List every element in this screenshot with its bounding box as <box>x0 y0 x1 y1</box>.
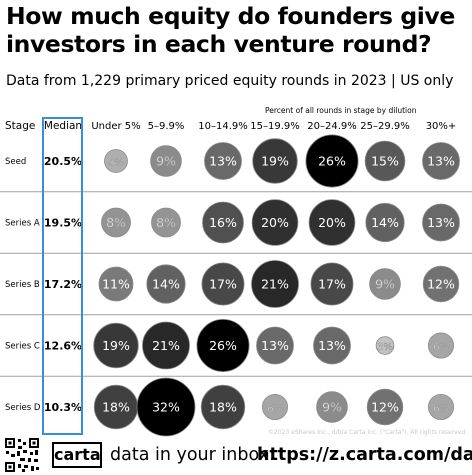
bubble <box>142 321 190 370</box>
bubble-label: 5% <box>108 158 124 169</box>
bubble <box>366 388 404 426</box>
median-value: 19.5% <box>44 217 82 230</box>
column-header: 20–24.9% <box>307 121 357 132</box>
bubble-label: 9% <box>156 154 176 169</box>
bubble-label: 19% <box>102 338 130 353</box>
copyright-notice: ©2023 eShares Inc., d/b/a Carta Inc. ("C… <box>268 429 468 436</box>
column-header: 25–29.9% <box>360 121 410 132</box>
median-value: 20.5% <box>44 155 82 168</box>
column-header: 5–9.9% <box>148 121 185 132</box>
bubble <box>261 393 288 420</box>
bubble-label: 12% <box>371 400 399 415</box>
carta-logo: carta <box>52 442 102 468</box>
bubble-label: 15% <box>371 154 399 169</box>
bubble <box>98 266 134 302</box>
bubble-label: 17% <box>209 277 237 292</box>
bubble-label: 26% <box>209 338 237 353</box>
bubble <box>252 138 298 184</box>
column-header: 10–14.9% <box>198 121 248 132</box>
bubble <box>150 145 182 177</box>
bubble <box>427 393 454 420</box>
bubble <box>251 199 299 246</box>
bubble <box>422 203 460 242</box>
bubble-label: 12% <box>427 277 455 292</box>
bubble-label: 14% <box>371 215 399 230</box>
bubble-label: 13% <box>427 215 455 230</box>
bubble <box>316 391 348 423</box>
median-value: 10.3% <box>44 401 82 414</box>
bubble-label: 9% <box>375 277 395 292</box>
bubble-label: 20% <box>318 215 346 230</box>
bubble <box>369 268 401 300</box>
bubble-label: 17% <box>318 277 346 292</box>
stage-label: Series A <box>5 219 40 229</box>
bubble <box>200 384 246 430</box>
stage-header: Stage <box>5 120 35 132</box>
bubble <box>422 142 460 180</box>
bubble <box>364 140 406 182</box>
stage-label: Series D <box>5 403 41 413</box>
median-value: 17.2% <box>44 278 82 291</box>
bubble-label: 9% <box>322 400 342 415</box>
column-header: 15–19.9% <box>250 121 300 132</box>
bubble-label: 6% <box>267 404 283 415</box>
bubble <box>310 262 354 306</box>
bubble <box>305 134 359 188</box>
bubble-label: 3% <box>377 342 393 353</box>
column-header: 30%+ <box>426 121 457 132</box>
bubble <box>427 332 454 359</box>
bubble-label: 6% <box>433 342 449 353</box>
median-column-highlight <box>42 117 83 435</box>
dilution-bubble-chart: Stage Median Under 5% 5–9.9% 10–14.9% 15–19.9… <box>0 120 472 437</box>
page-subtitle: Data from 1,229 primary priced equity ro… <box>6 73 454 89</box>
stage-label: Seed <box>5 157 26 167</box>
bubble <box>256 326 294 365</box>
bubble-label: 13% <box>261 338 289 353</box>
median-header: Median <box>44 120 82 132</box>
bubble <box>251 260 299 308</box>
bubble-label: 6% <box>433 404 449 415</box>
bubble-label: 21% <box>261 277 289 292</box>
qr-code-icon[interactable] <box>4 437 40 473</box>
bubble <box>201 262 245 306</box>
median-value: 12.6% <box>44 340 82 353</box>
bubble-label: 18% <box>209 400 237 415</box>
bubble-label: 19% <box>261 154 289 169</box>
bubble <box>204 142 242 180</box>
bubble <box>136 377 196 437</box>
bubble <box>151 207 181 238</box>
bubble-label: 26% <box>318 154 346 169</box>
bubble <box>202 201 244 244</box>
stage-label: Series C <box>5 342 40 352</box>
footer-bar: carta data in your inbox: https://z.cart… <box>0 437 472 475</box>
stage-label: Series B <box>5 280 40 290</box>
bubble-label: 16% <box>209 215 237 230</box>
column-group-label: Percent of all rounds in stage by diluti… <box>265 106 417 115</box>
bubble-label: 13% <box>209 154 237 169</box>
page-title: How much equity do founders give investo… <box>6 2 455 58</box>
bubble <box>365 202 405 243</box>
bubble-label: 13% <box>318 338 346 353</box>
footer-cta-text: data in your inbox: <box>110 445 275 465</box>
bubble-label: 11% <box>102 277 130 292</box>
bubble-label: 18% <box>102 400 130 415</box>
bubble <box>422 265 460 303</box>
bubble-label: 21% <box>152 338 180 353</box>
bubble-label: 13% <box>427 154 455 169</box>
bubble-label: 8% <box>106 215 126 230</box>
bubble-label: 20% <box>261 215 289 230</box>
footer-url-link[interactable]: https://z.carta.com/data <box>257 445 472 465</box>
bubble <box>104 149 128 173</box>
bubble <box>313 326 351 365</box>
bubble <box>308 199 356 246</box>
bubble <box>196 318 250 372</box>
bubble-label: 14% <box>152 277 180 292</box>
column-header: Under 5% <box>91 121 140 132</box>
bubble-label: 8% <box>156 215 176 230</box>
bubble-label: 32% <box>152 400 180 415</box>
bubble <box>101 207 131 238</box>
bubble <box>93 322 139 369</box>
bubble <box>375 336 395 355</box>
bubble <box>146 264 186 304</box>
